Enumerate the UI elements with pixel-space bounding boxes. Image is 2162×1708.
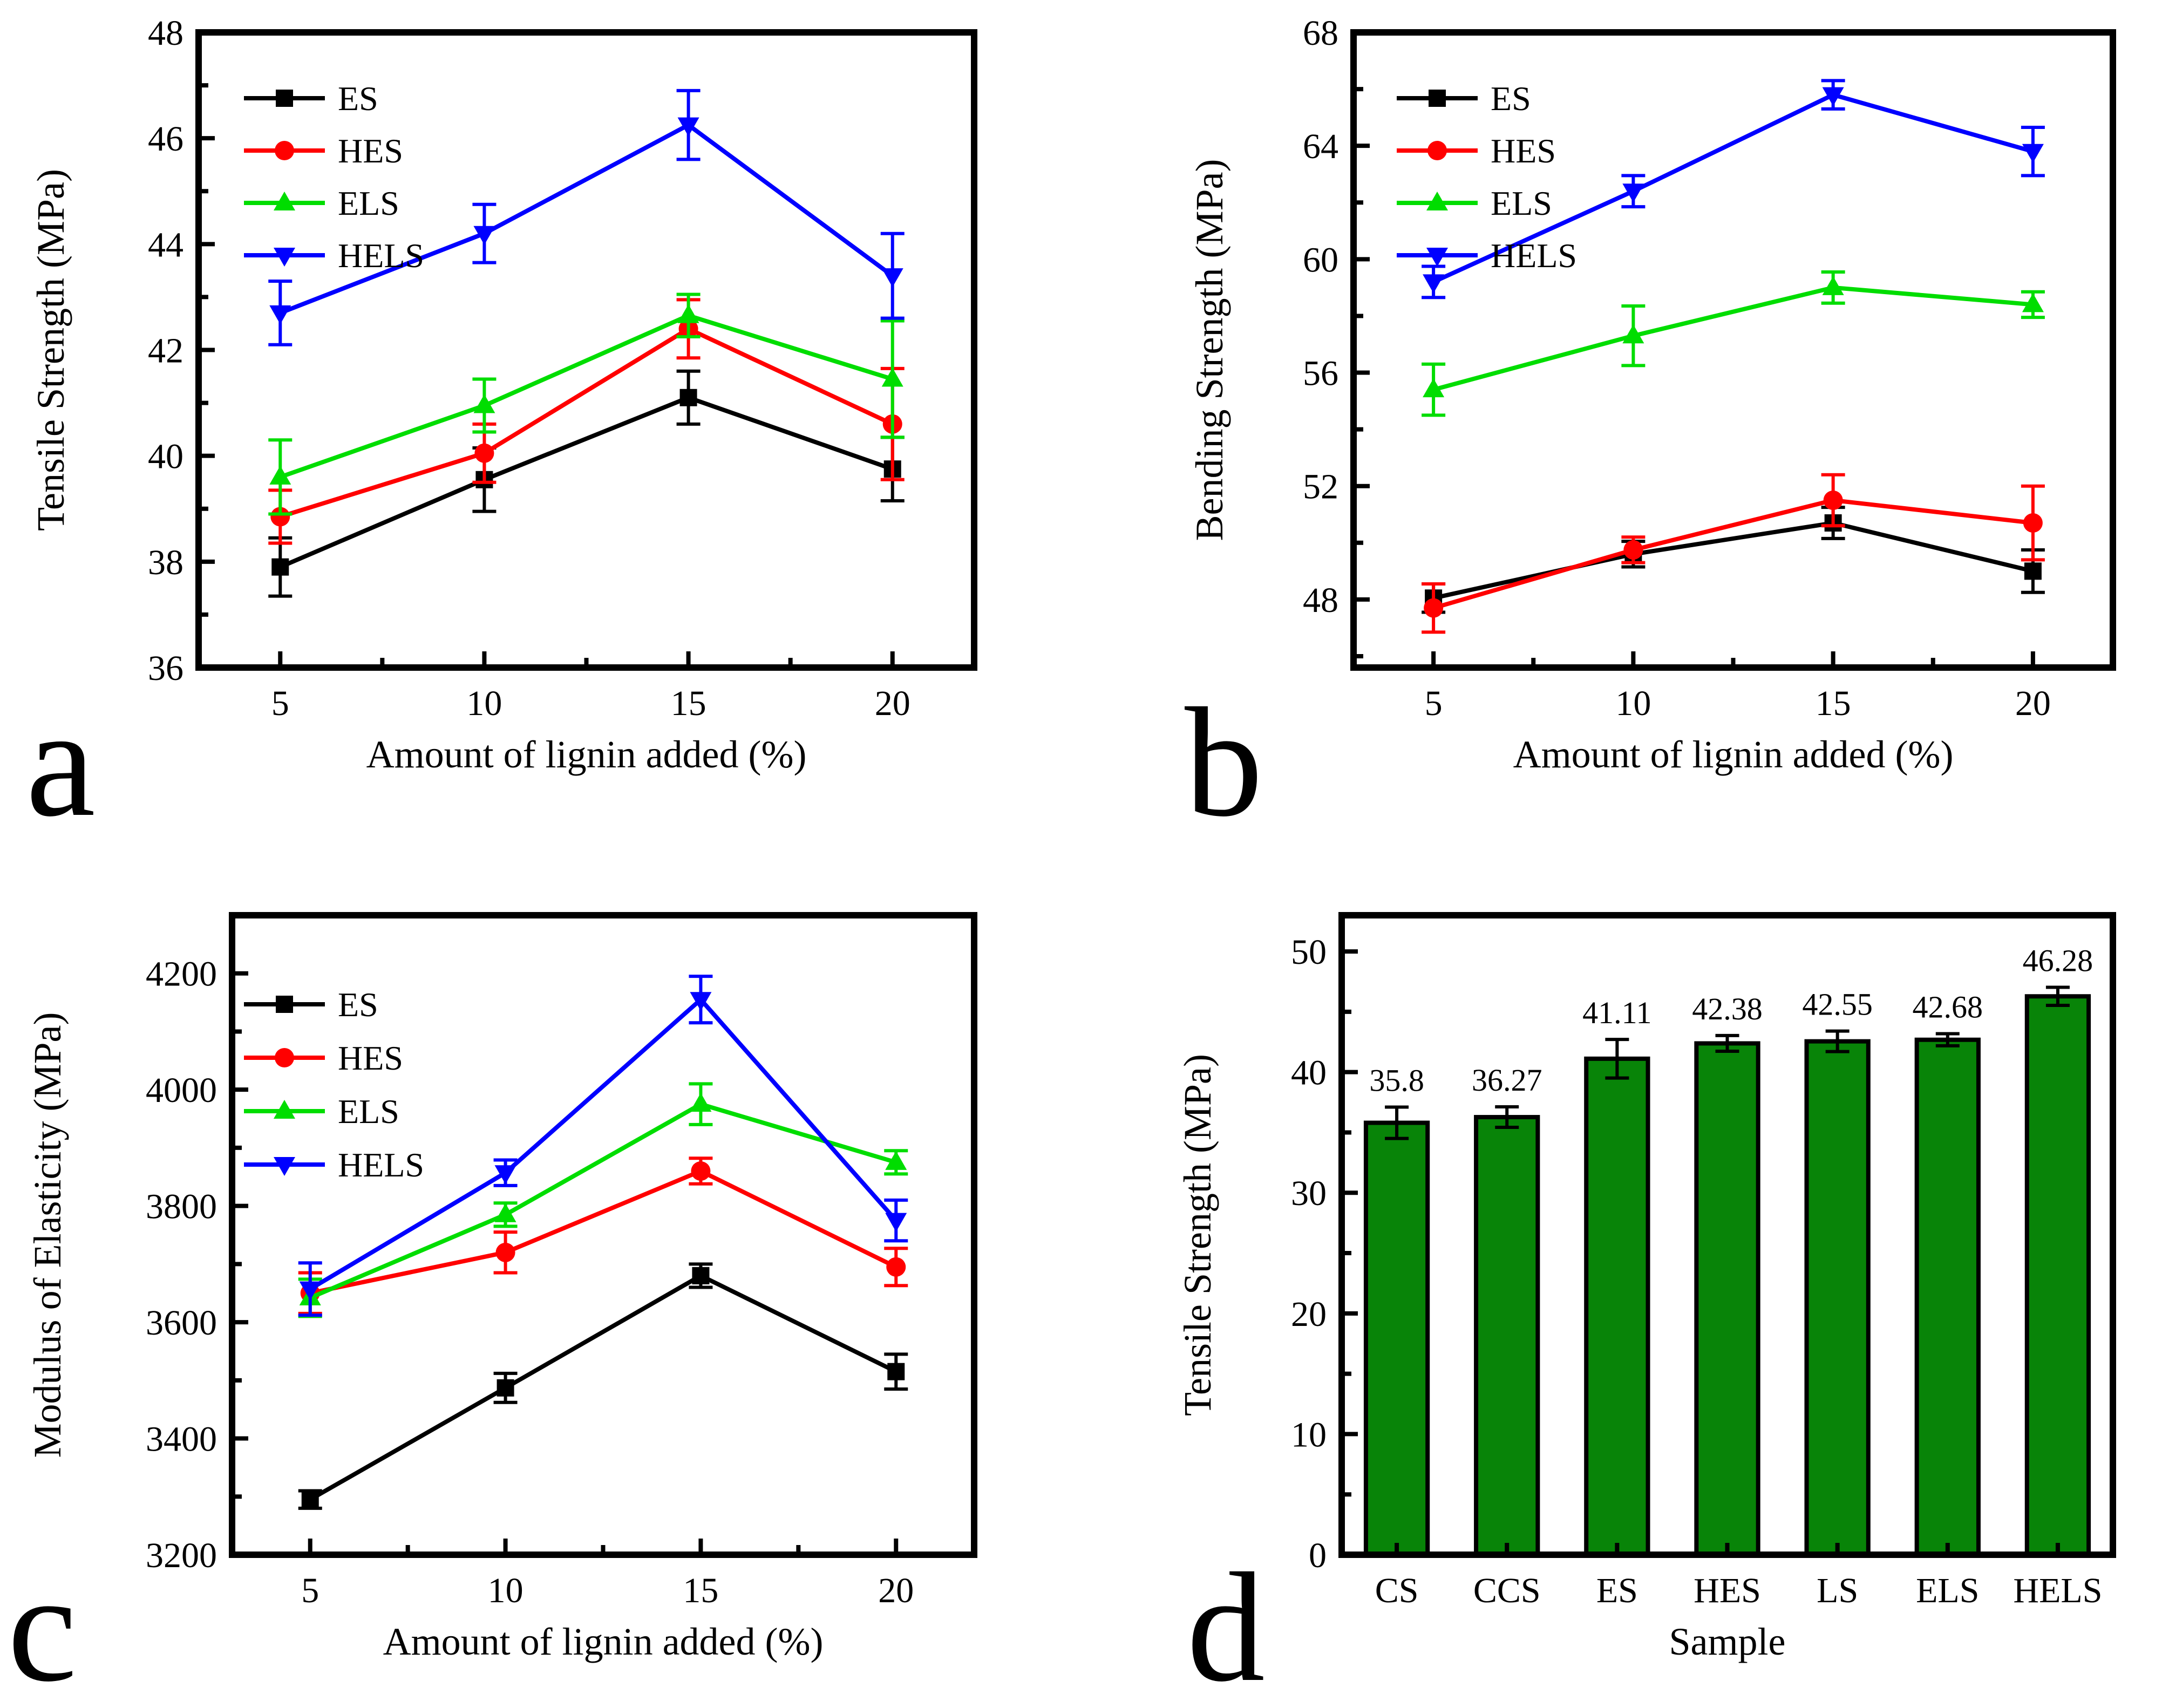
svg-text:LS: LS [1817,1571,1858,1610]
svg-text:HELS: HELS [2013,1571,2102,1610]
svg-text:48: 48 [1303,581,1338,620]
svg-text:42.68: 42.68 [1913,990,1983,1025]
svg-text:ES: ES [1596,1571,1638,1610]
panel-a-tensile-strength-line-chart: 36 38 40 42 44 46 48 5 10 15 20 ES HES ELS HELS Amount … [0,0,1081,854]
svg-text:46: 46 [148,119,183,159]
svg-text:HES: HES [1694,1571,1761,1610]
panel-c-modulus-line-chart: 3200 3400 3600 3800 4000 4200 5 10 15 20 ES HES ELS H… [0,854,1081,1708]
svg-text:10: 10 [1615,684,1651,723]
svg-text:30: 30 [1291,1174,1327,1213]
chart-d-canvas: 0 10 20 30 40 50 35.8 CS 36.27 CCS 41.11 ES 42.38 HES… [1176,912,2116,1663]
svg-text:40: 40 [148,437,183,477]
svg-text:42.38: 42.38 [1692,991,1763,1026]
svg-text:20: 20 [878,1571,914,1610]
svg-text:52: 52 [1303,467,1338,507]
svg-text:42.55: 42.55 [1802,987,1873,1022]
panel-letter-a: a [26,676,96,849]
svg-text:38: 38 [148,543,183,582]
svg-text:3200: 3200 [146,1536,217,1575]
panel-letter-c: c [8,1541,77,1708]
svg-text:40: 40 [1291,1053,1327,1093]
svg-text:Amount of lignin added (%): Amount of lignin added (%) [1513,733,1954,776]
svg-text:50: 50 [1291,933,1327,972]
svg-text:ES: ES [338,79,378,118]
svg-text:15: 15 [1816,684,1851,723]
svg-text:10: 10 [466,684,502,723]
svg-text:HELS: HELS [1491,236,1577,275]
svg-text:HES: HES [1491,132,1556,170]
svg-text:64: 64 [1303,127,1338,166]
svg-text:CCS: CCS [1473,1571,1541,1610]
svg-text:HELS: HELS [338,236,424,275]
svg-text:ELS: ELS [338,184,399,222]
svg-text:HES: HES [338,132,403,170]
svg-text:ES: ES [338,985,378,1024]
svg-text:46.28: 46.28 [2023,943,2093,978]
svg-text:Amount of lignin added (%): Amount of lignin added (%) [383,1620,824,1663]
svg-text:5: 5 [271,684,289,723]
svg-text:20: 20 [875,684,910,723]
svg-text:ELS: ELS [1916,1571,1979,1610]
chart-a-canvas: 36 38 40 42 44 46 48 5 10 15 20 ES HES ELS HELS Amount … [29,13,977,776]
panel-b-bending-strength-line-chart: 48 52 56 60 64 68 5 10 15 20 ES HES ELS HELS Amount of… [1081,0,2162,854]
svg-text:Bending Strength (MPa): Bending Strength (MPa) [1188,159,1231,541]
svg-text:42: 42 [148,331,183,371]
svg-text:3400: 3400 [146,1420,217,1459]
svg-text:36.27: 36.27 [1472,1063,1542,1098]
panel-letter-b: b [1185,676,1263,849]
svg-text:ELS: ELS [1491,184,1552,222]
svg-text:Amount of lignin added (%): Amount of lignin added (%) [366,733,807,776]
svg-text:20: 20 [2015,684,2051,723]
panel-letter-d: d [1187,1541,1265,1708]
svg-text:60: 60 [1303,240,1338,280]
svg-text:HES: HES [338,1039,403,1077]
svg-text:56: 56 [1303,354,1338,393]
svg-text:35.8: 35.8 [1369,1063,1424,1098]
svg-text:Modulus of Elasticity (MPa): Modulus of Elasticity (MPa) [26,1012,69,1458]
svg-text:68: 68 [1303,13,1338,53]
svg-text:44: 44 [148,225,183,264]
svg-text:HELS: HELS [338,1146,424,1184]
panel-d-tensile-strength-bar-chart: 0 10 20 30 40 50 35.8 CS 36.27 CCS 41.11 ES 42.38 HES… [1081,854,2162,1708]
svg-text:36: 36 [148,649,183,688]
svg-text:15: 15 [671,684,706,723]
svg-text:Sample: Sample [1669,1620,1786,1663]
svg-text:10: 10 [488,1571,523,1610]
svg-text:48: 48 [148,13,183,53]
svg-text:4200: 4200 [146,955,217,994]
svg-text:5: 5 [1425,684,1443,723]
svg-text:5: 5 [301,1571,319,1610]
svg-text:ELS: ELS [338,1092,399,1131]
svg-text:4000: 4000 [146,1071,217,1110]
svg-text:15: 15 [683,1571,718,1610]
svg-text:Tensile Strength (MPa): Tensile Strength (MPa) [1176,1054,1219,1416]
svg-text:Tensile Strength (MPa): Tensile Strength (MPa) [29,169,72,531]
chart-b-canvas: 48 52 56 60 64 68 5 10 15 20 ES HES ELS HELS Amount of… [1188,13,2116,776]
svg-text:ES: ES [1491,79,1531,118]
svg-text:20: 20 [1291,1295,1327,1334]
svg-text:3800: 3800 [146,1187,217,1227]
svg-text:10: 10 [1291,1415,1327,1454]
chart-c-canvas: 3200 3400 3600 3800 4000 4200 5 10 15 20 ES HES ELS H… [26,912,977,1663]
svg-text:3600: 3600 [146,1303,217,1343]
svg-text:CS: CS [1375,1571,1419,1610]
svg-text:41.11: 41.11 [1582,995,1651,1030]
svg-text:0: 0 [1309,1536,1327,1575]
